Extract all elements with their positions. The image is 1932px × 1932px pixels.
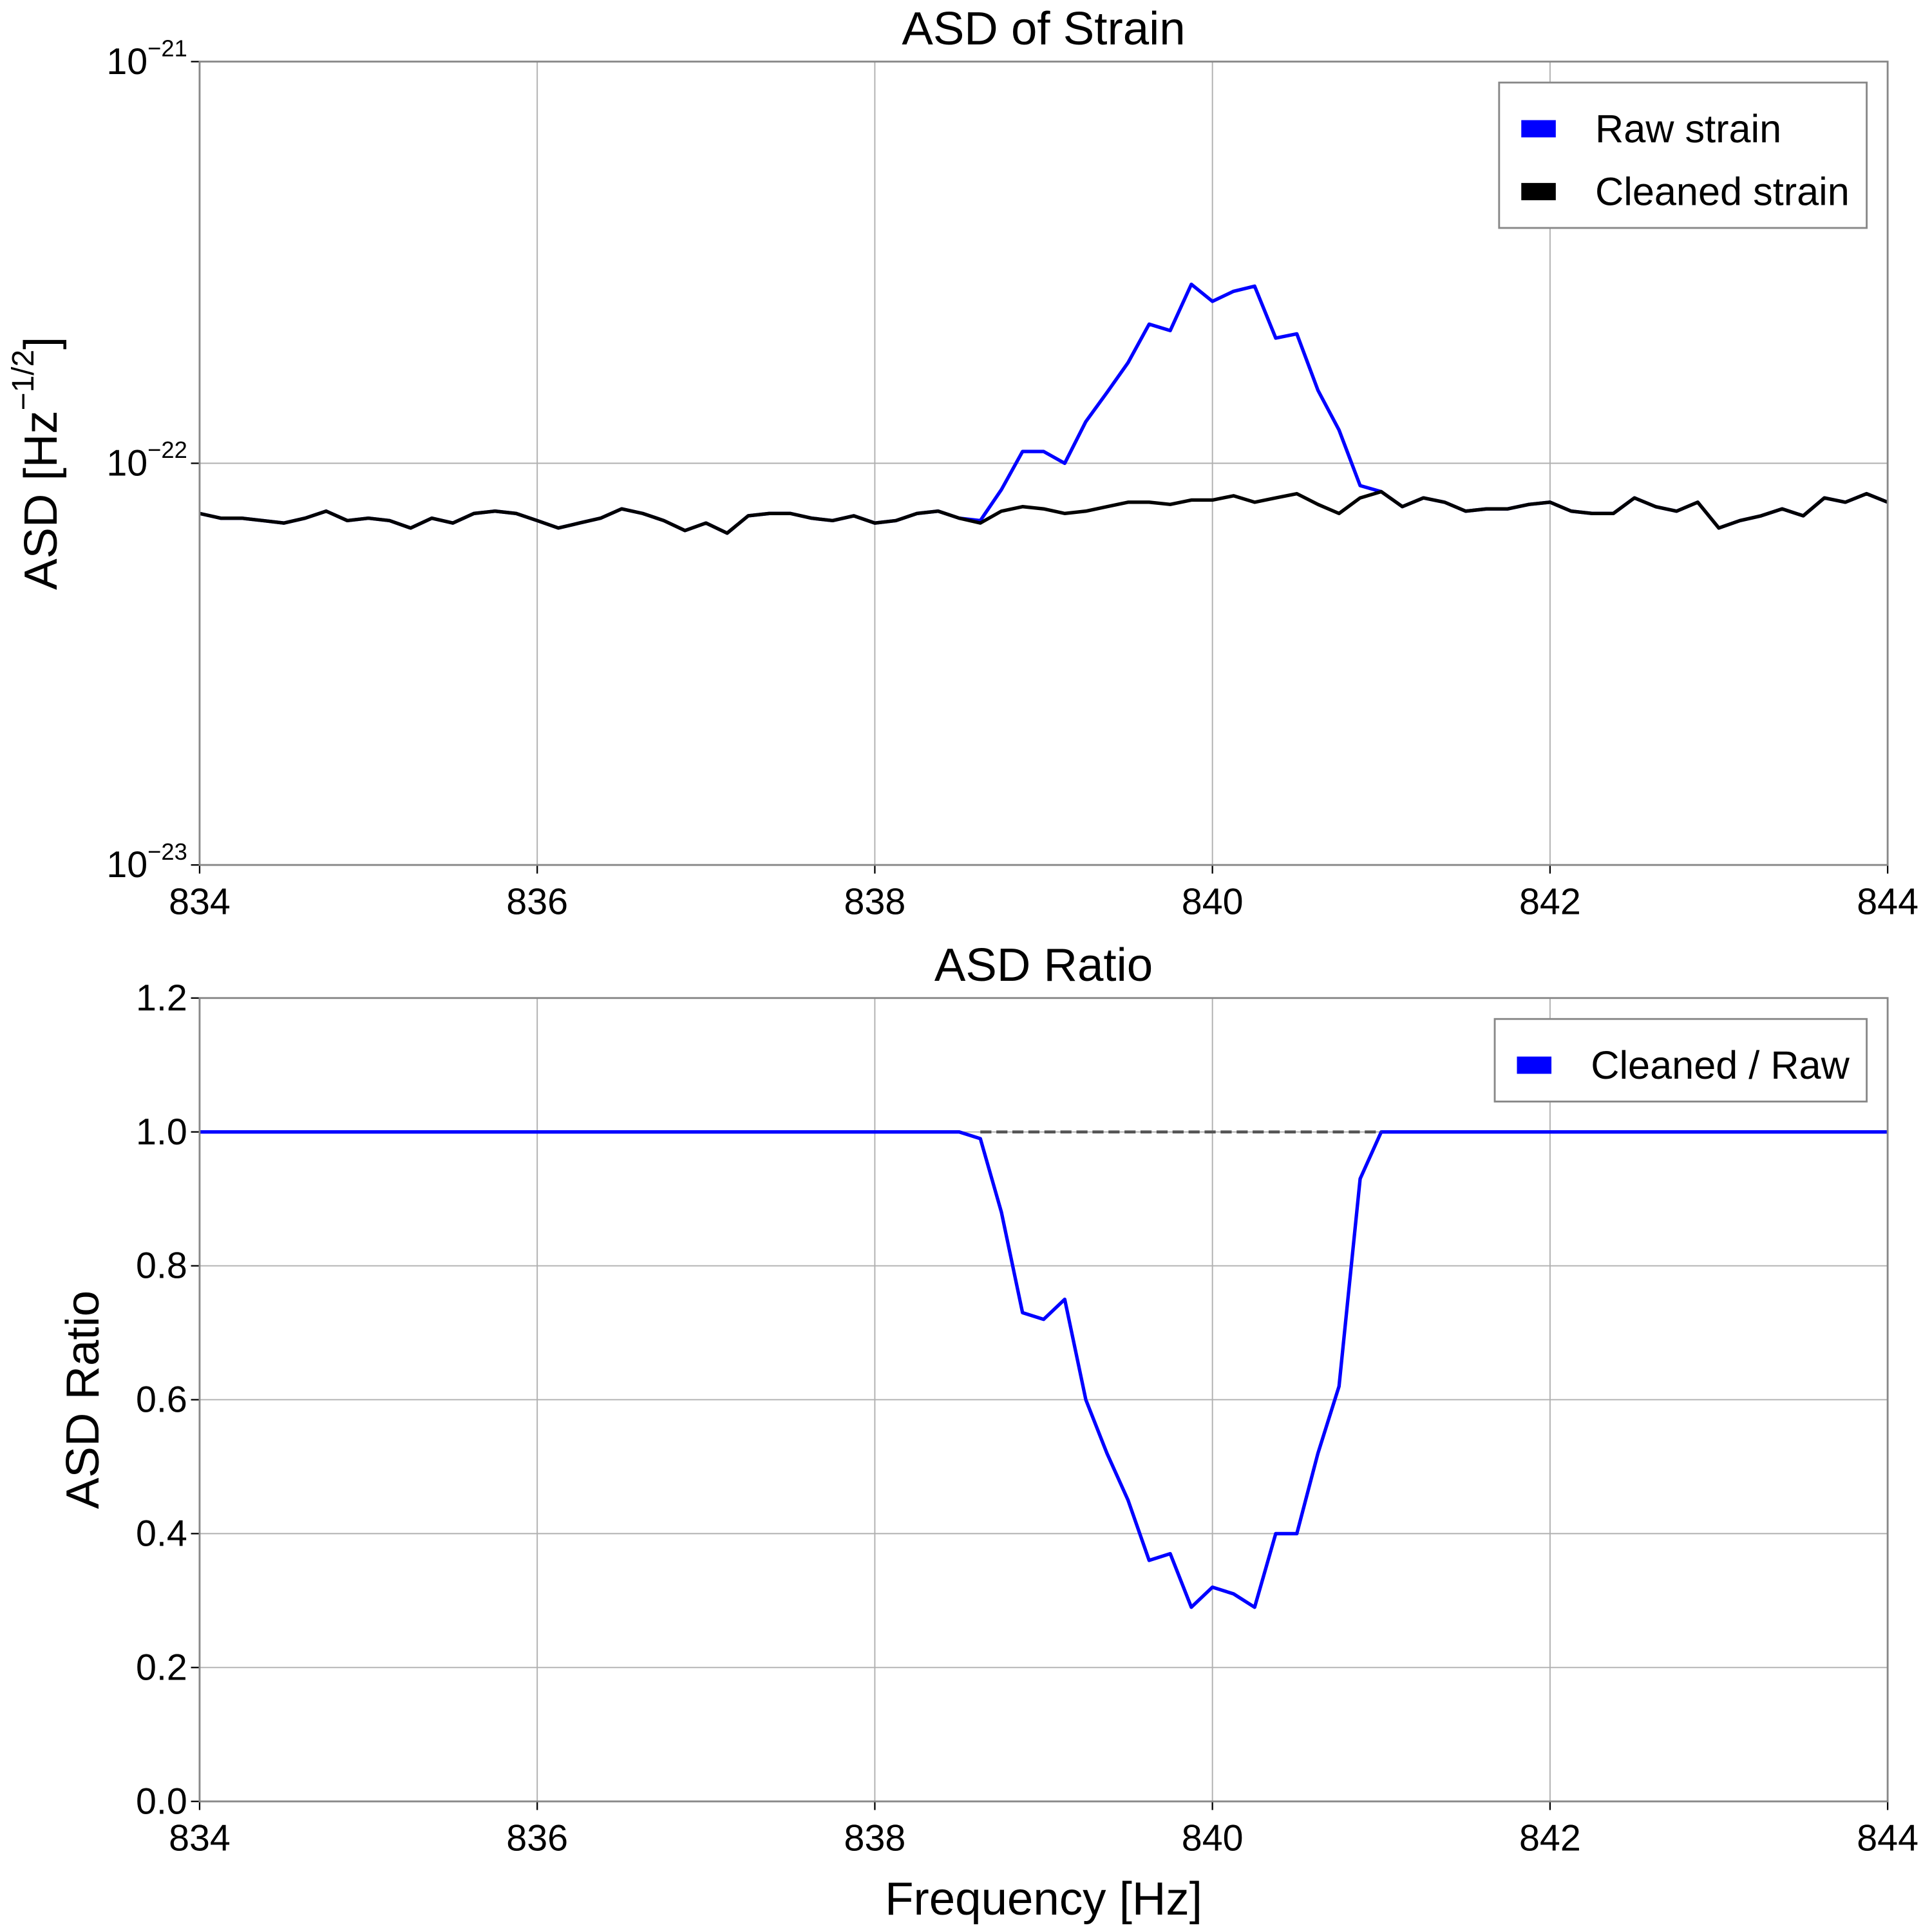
chart-title: ASD of Strain [902,3,1185,55]
x-tick-label: 844 [1857,882,1918,923]
y-tick-label: 10−22 [106,437,187,484]
x-tick-label: 838 [844,1818,906,1859]
data-line [199,1130,1888,1609]
legend-label: Raw strain [1595,107,1781,151]
x-tick-label: 842 [1519,882,1581,923]
y-tick-label: 1.2 [136,978,187,1019]
y-axis-label: ASD Ratio [57,1291,109,1509]
x-tick-label: 836 [506,1818,568,1859]
y-tick-label: 0.4 [136,1513,187,1555]
legend-swatch [1521,183,1556,200]
x-tick-label: 844 [1857,1818,1918,1859]
y-tick-label: 1.0 [136,1112,187,1153]
y-axis-label: ASD [Hz−1/2] [6,337,67,590]
y-tick-label: 0.0 [136,1781,187,1822]
plot-frame [198,997,1889,1803]
x-tick-label: 840 [1182,882,1244,923]
legend-box [1493,1018,1868,1103]
y-tick-label: 10−23 [106,838,187,886]
legend-box [1498,81,1868,229]
data-line [199,489,1889,535]
x-axis-label: Frequency [Hz] [885,1873,1202,1925]
y-tick-label: 0.2 [136,1647,187,1688]
legend: Raw strain Cleaned strain [1498,81,1868,229]
plot-frame [198,61,1889,866]
x-tick-label: 834 [169,882,231,923]
legend-swatch [1517,1056,1552,1074]
legend-label: Cleaned / Raw [1591,1043,1850,1087]
chart-title: ASD Ratio [934,939,1153,991]
x-tick-label: 834 [169,1818,231,1859]
legend-label: Cleaned strain [1595,170,1850,214]
x-tick-label: 836 [506,882,568,923]
y-tick-label: 0.8 [136,1245,187,1287]
data-line [199,282,1889,535]
legend: Cleaned / Raw [1493,1018,1868,1103]
y-tick-label: 10−21 [106,35,187,82]
x-tick-label: 838 [844,882,906,923]
legend-swatch [1521,120,1556,138]
y-tick-label: 0.6 [136,1379,187,1421]
x-tick-label: 840 [1182,1818,1244,1859]
x-tick-label: 842 [1519,1818,1581,1859]
